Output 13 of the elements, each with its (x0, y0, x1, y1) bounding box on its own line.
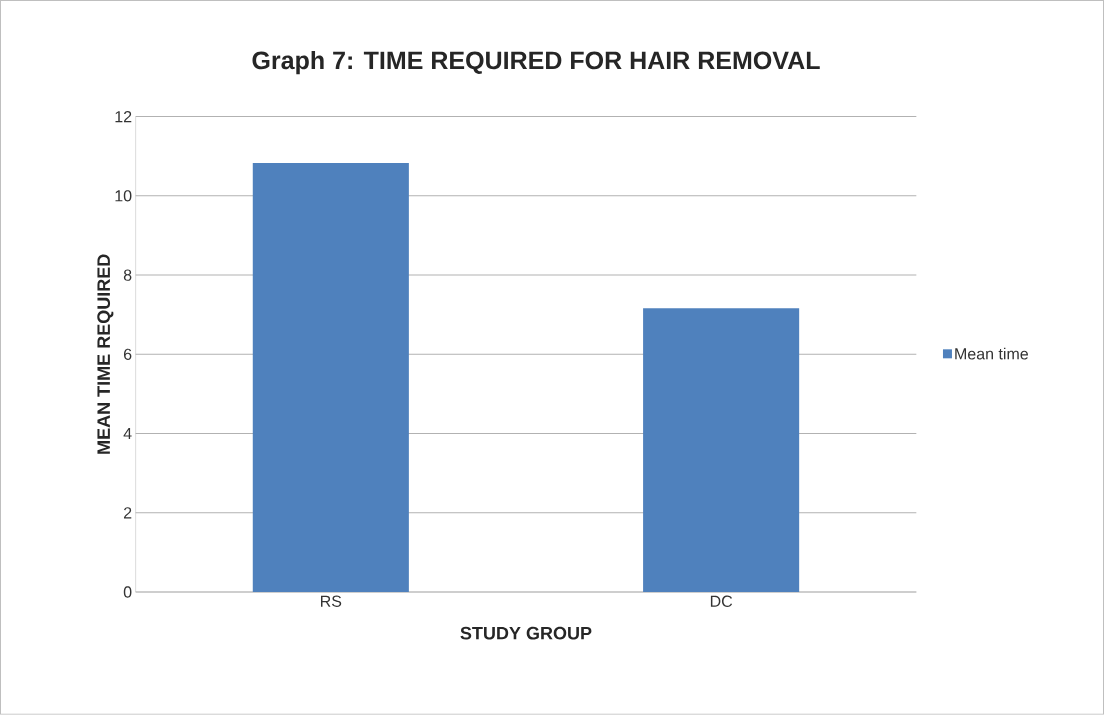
y-tick-label: 2 (123, 507, 132, 519)
y-tick-label: 8 (123, 269, 132, 281)
y-tick-label: 10 (115, 190, 132, 202)
x-tick-label: RS (321, 595, 342, 608)
y-axis-title: MEAN TIME REQUIRED (97, 254, 114, 454)
chart-title: Graph 7: TIME REQUIRED FOR HAIR REMOVAL (252, 51, 820, 75)
y-tick-label: 4 (123, 428, 132, 440)
y-tick-label: 12 (115, 111, 132, 123)
y-tick-label: 6 (124, 348, 132, 361)
y-tick-label: 0 (123, 586, 132, 598)
x-axis-title: STUDY GROUP (460, 626, 592, 640)
legend-label: Mean time (955, 347, 1028, 360)
x-tick-label: DC (710, 595, 733, 608)
